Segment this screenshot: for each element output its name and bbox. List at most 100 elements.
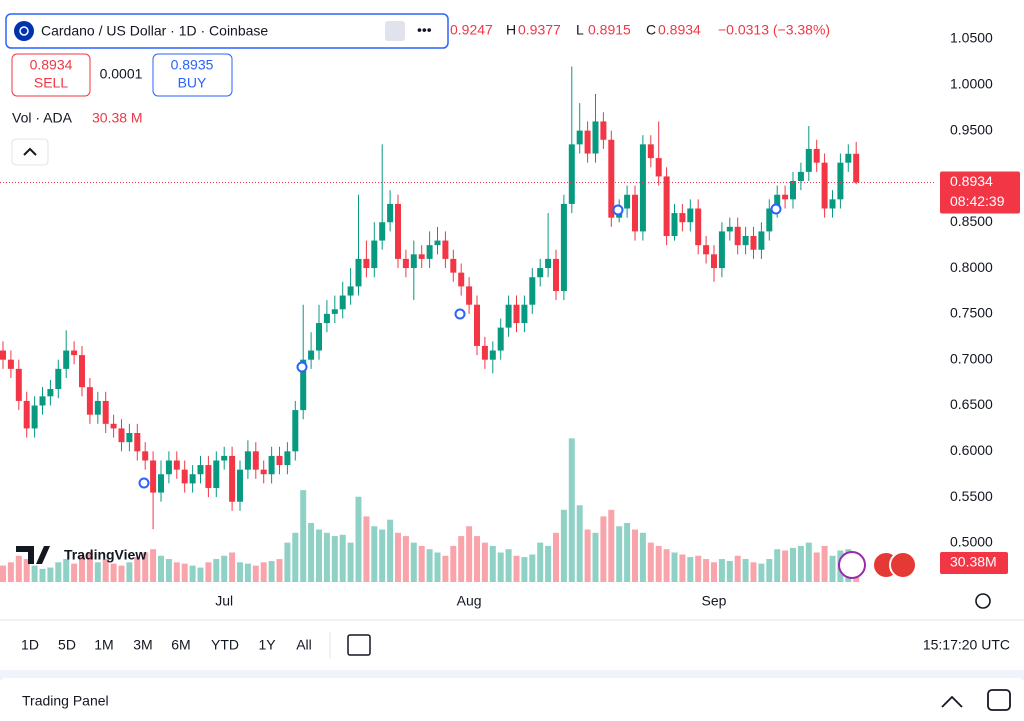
range-button[interactable]: 1M (94, 637, 113, 653)
symbol-box[interactable] (5, 13, 449, 49)
volume-bar (347, 542, 354, 582)
volume-bar (474, 536, 480, 582)
candle-body (276, 455, 283, 466)
candle-body (513, 304, 520, 324)
event-marker[interactable] (296, 361, 308, 373)
event-marker[interactable] (454, 308, 466, 320)
volume-bar (734, 555, 741, 582)
candle-body (221, 455, 228, 461)
expand-icon[interactable] (941, 695, 963, 708)
range-button[interactable]: 1D (21, 637, 39, 653)
calendar-icon[interactable] (347, 634, 371, 656)
candle-body (363, 258, 370, 269)
candle-body (813, 148, 820, 163)
volume-bar (213, 559, 220, 582)
volume-bar (797, 545, 804, 582)
x-tick-label: Aug (457, 593, 482, 609)
candle-body (639, 144, 646, 232)
price-axis (935, 0, 1024, 620)
volume-bar (292, 532, 299, 582)
volume-bar (553, 532, 559, 582)
volume-bar (442, 555, 449, 582)
panel-title: Trading Panel (22, 693, 109, 709)
volume-bar (284, 542, 291, 582)
candle-body (600, 121, 607, 140)
candle-body (102, 400, 109, 424)
candle-body (173, 460, 180, 470)
volume-bar (0, 565, 6, 582)
buy-button[interactable] (152, 53, 233, 97)
event-marker[interactable] (612, 204, 624, 216)
range-button[interactable]: All (296, 637, 312, 653)
candle-body (489, 350, 496, 360)
volume-bar (134, 557, 141, 582)
range-button[interactable]: 3M (133, 637, 152, 653)
collapse-button[interactable] (11, 138, 49, 166)
sell-button[interactable] (11, 53, 91, 97)
ohlc-key: H (506, 22, 516, 38)
candle-body (189, 474, 196, 484)
volume-bar (655, 545, 662, 582)
range-toolbar: 1D 5D 1M 3M 6M YTD 1Y All (21, 637, 312, 653)
y-tick-label: 0.9500 (950, 121, 993, 137)
candle-body (458, 272, 465, 287)
candle-body (426, 245, 433, 259)
y-tick-label: 0.6000 (950, 442, 993, 458)
event-marker[interactable] (770, 203, 782, 215)
news-icon[interactable] (838, 551, 866, 579)
candle-body (782, 194, 789, 200)
volume-bar (308, 522, 315, 582)
range-button[interactable]: YTD (211, 637, 239, 653)
flag-icon[interactable] (385, 21, 405, 41)
candle-body (158, 474, 164, 493)
volume-bar (418, 545, 425, 582)
candle-body (165, 460, 172, 475)
candle-body (150, 460, 157, 493)
volume-bar (805, 542, 812, 582)
event-marker[interactable] (138, 477, 150, 489)
more-dots[interactable]: ••• (417, 22, 432, 38)
volume-bar (39, 568, 46, 582)
candle-body (181, 469, 188, 484)
candle-body (142, 451, 149, 461)
candle-body (371, 240, 378, 269)
candle-body (774, 194, 781, 209)
range-button[interactable]: 6M (171, 637, 190, 653)
candle-body (608, 139, 615, 218)
candle-body (560, 203, 567, 291)
candle-body (829, 199, 836, 209)
candle-body (331, 309, 338, 314)
logo-icon (16, 546, 50, 564)
candle-body (766, 208, 773, 232)
volume-bar (450, 545, 457, 582)
volume-bar (197, 567, 204, 582)
settings-icon[interactable] (975, 593, 991, 609)
range-button[interactable]: 1Y (258, 637, 276, 653)
candle-body (703, 245, 710, 255)
candle-body (395, 203, 401, 259)
flag-us[interactable] (889, 551, 917, 579)
cardano-icon-ring (19, 26, 29, 36)
ohlc-value: 0.9247 (450, 22, 493, 38)
candle-body (7, 359, 14, 369)
volume-bar (466, 526, 473, 582)
candle-body (347, 286, 354, 296)
volume-bar (323, 532, 330, 582)
volume-bar (790, 547, 796, 582)
y-tick-label: 1.0000 (950, 75, 993, 91)
volume-bar (371, 526, 378, 582)
range-button[interactable]: 5D (58, 637, 76, 653)
volume-bar (663, 549, 670, 582)
volume-bar (624, 522, 631, 582)
volume-bar (150, 549, 157, 582)
ohlc-value: 0.8915 (588, 22, 631, 38)
candle-body (244, 451, 251, 470)
volume-bar (118, 565, 125, 582)
volume-bar (181, 563, 188, 582)
volume-bar (521, 557, 528, 582)
price-countdown: 08:42:39 (950, 193, 1005, 209)
maximize-icon[interactable] (987, 689, 1011, 711)
y-tick-label: 0.8500 (950, 213, 993, 229)
candle-body (308, 350, 315, 360)
volume-bar (782, 550, 789, 582)
